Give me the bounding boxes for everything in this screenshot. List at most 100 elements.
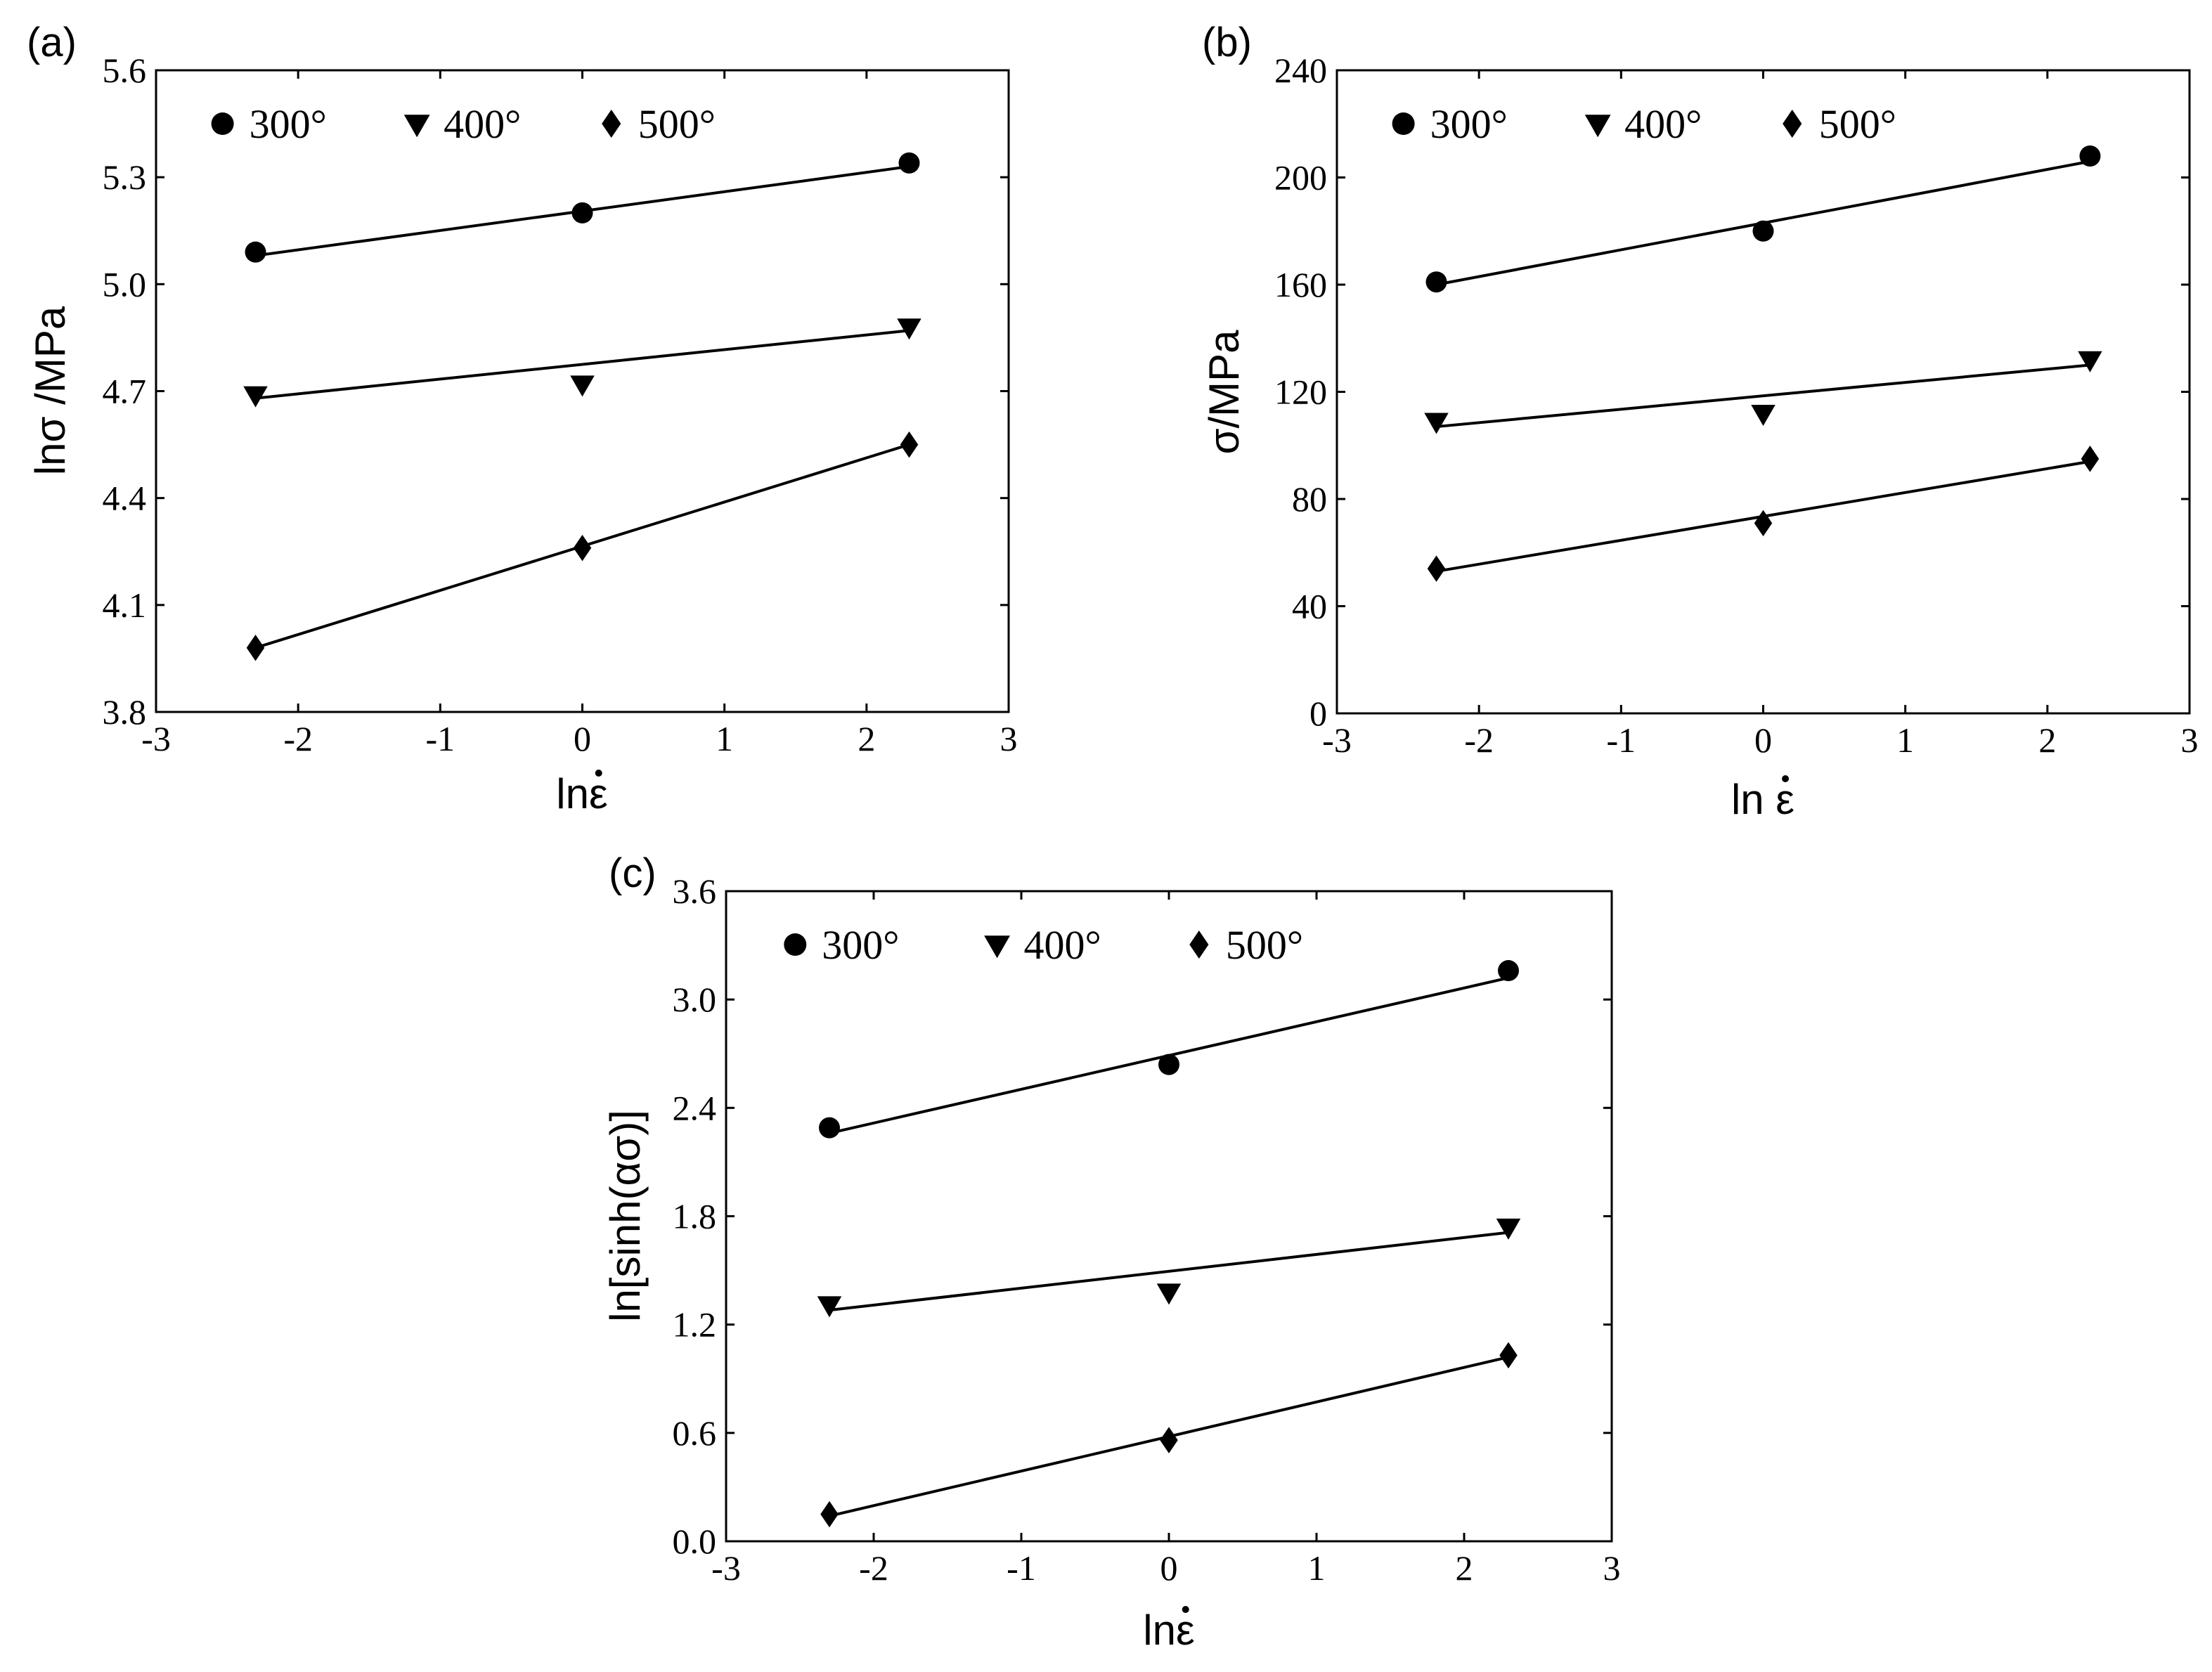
data-points bbox=[243, 152, 921, 661]
x-tick-label: 1 bbox=[1896, 720, 1914, 760]
y-tick-label: 3.0 bbox=[673, 980, 717, 1019]
y-tick-label: 3.8 bbox=[103, 692, 147, 732]
data-point bbox=[1752, 220, 1774, 242]
y-axis-label: lnσ /MPa bbox=[27, 306, 74, 475]
y-tick-label: 0.0 bbox=[673, 1522, 717, 1561]
x-axis-label: lnε bbox=[1143, 1607, 1194, 1654]
x-tick-label: 2 bbox=[1456, 1548, 1473, 1588]
data-point bbox=[898, 152, 920, 174]
data-point bbox=[1427, 555, 1446, 582]
data-points bbox=[817, 960, 1521, 1528]
x-tick-label: 1 bbox=[1308, 1548, 1326, 1588]
data-point bbox=[1499, 1342, 1518, 1369]
y-tick-label: 40 bbox=[1292, 587, 1327, 626]
x-tick-label: -1 bbox=[1607, 720, 1636, 760]
x-tick-label: 2 bbox=[858, 719, 875, 758]
legend-marker bbox=[1783, 110, 1802, 138]
y-tick-label: 200 bbox=[1274, 158, 1327, 197]
y-tick-label: 1.2 bbox=[673, 1305, 717, 1344]
x-tick-label: -1 bbox=[426, 719, 455, 758]
x-axis-label: ln ε bbox=[1731, 776, 1794, 823]
data-point bbox=[1496, 1218, 1521, 1240]
y-tick-label: 5.0 bbox=[103, 264, 147, 304]
data-point bbox=[571, 202, 593, 223]
data-point bbox=[245, 241, 266, 263]
data-point bbox=[1754, 510, 1773, 537]
legend: 300° 400° 500° bbox=[784, 922, 1303, 968]
legend-entry: 500° bbox=[1226, 922, 1303, 968]
epsilon-dot bbox=[595, 770, 602, 777]
epsilon-dot bbox=[1182, 1606, 1189, 1613]
legend-entry: 300° bbox=[822, 922, 899, 968]
y-axis-label: σ/MPa bbox=[1201, 330, 1248, 455]
x-tick-label: 2 bbox=[2038, 720, 2056, 760]
legend-marker bbox=[1392, 112, 1415, 135]
legend-marker bbox=[403, 115, 430, 138]
data-point bbox=[817, 1296, 842, 1318]
data-point bbox=[2079, 145, 2101, 167]
x-tick-label: 0 bbox=[1754, 720, 1772, 760]
tick-group: -3 -2 -1 0 1 2 3 0 40 80 120 160 200 240 bbox=[1274, 51, 2199, 760]
data-point bbox=[1424, 413, 1449, 434]
x-tick-label: -2 bbox=[859, 1548, 888, 1588]
legend-entry: 500° bbox=[1819, 101, 1896, 147]
chart-panel-c: (c) -3 -2 -1 0 1 2 3 0.0 0.6 1.2 1.8 2.4 3.0 3.6 300°… bbox=[602, 850, 1621, 1654]
y-tick-label: 2.4 bbox=[673, 1088, 717, 1127]
panel-label: (a) bbox=[27, 20, 77, 65]
x-tick-label: 3 bbox=[1000, 719, 1018, 758]
y-tick-label: 120 bbox=[1274, 372, 1327, 412]
data-point bbox=[2081, 446, 2100, 472]
data-point bbox=[573, 534, 592, 562]
y-tick-label: 0.6 bbox=[673, 1413, 717, 1453]
legend-marker bbox=[1189, 931, 1209, 959]
legend-marker bbox=[784, 933, 807, 956]
data-point bbox=[1158, 1054, 1179, 1075]
y-tick-label: 3.6 bbox=[673, 871, 717, 911]
data-point bbox=[897, 318, 921, 340]
y-tick-label: 160 bbox=[1274, 265, 1327, 304]
legend-entry: 500° bbox=[638, 101, 716, 147]
y-tick-label: 4.1 bbox=[103, 585, 147, 625]
x-axis-label: lnε bbox=[556, 770, 607, 817]
data-point bbox=[1751, 405, 1776, 426]
y-tick-label: 4.7 bbox=[103, 372, 147, 411]
fit-line bbox=[829, 1231, 1509, 1312]
tick-group: -3 -2 -1 0 1 2 3 3.8 4.1 4.4 4.7 5.0 5.3 5.6 bbox=[103, 51, 1018, 758]
x-tick-label: 0 bbox=[1160, 1548, 1178, 1588]
legend-entry: 400° bbox=[444, 101, 521, 147]
data-point bbox=[819, 1117, 840, 1139]
legend-entry: 400° bbox=[1624, 101, 1702, 147]
fit-line bbox=[1436, 363, 2090, 429]
x-tick-label: 1 bbox=[716, 719, 733, 758]
legend-marker bbox=[984, 935, 1010, 959]
x-tick-label: -2 bbox=[1464, 720, 1494, 760]
data-points bbox=[1424, 145, 2102, 582]
y-tick-label: 80 bbox=[1292, 479, 1327, 519]
y-tick-label: 0 bbox=[1309, 694, 1327, 733]
legend-marker bbox=[602, 110, 621, 138]
panel-label: (c) bbox=[609, 850, 657, 896]
y-tick-label: 5.6 bbox=[103, 51, 147, 90]
tick-group: -3 -2 -1 0 1 2 3 0.0 0.6 1.2 1.8 2.4 3.0 3.6 bbox=[673, 871, 1621, 1588]
data-point bbox=[243, 386, 268, 408]
x-tick-label: -3 bbox=[711, 1548, 741, 1588]
data-point bbox=[1498, 960, 1519, 982]
chart-panel-a: (a) -3 -2 -1 0 1 2 3 3.8 4.1 4.4 4.7 5.0 5.3 5.6 300°… bbox=[27, 20, 1018, 817]
x-tick-label: 3 bbox=[1603, 1548, 1621, 1588]
y-tick-label: 1.8 bbox=[673, 1197, 717, 1236]
legend-entry: 300° bbox=[1430, 101, 1508, 147]
chart-panel-b: (b) -3 -2 -1 0 1 2 3 0 40 80 120 160 200 240 300° 400°… bbox=[1201, 20, 2199, 823]
x-tick-label: 0 bbox=[574, 719, 591, 758]
data-point bbox=[246, 634, 265, 661]
data-point bbox=[2078, 351, 2102, 372]
legend-entry: 400° bbox=[1024, 922, 1101, 968]
y-axis-label: ln[sinh(ασ)] bbox=[602, 1110, 649, 1322]
data-point bbox=[820, 1501, 839, 1528]
legend-marker bbox=[211, 112, 234, 135]
legend: 300° 400° 500° bbox=[1392, 101, 1896, 147]
x-tick-label: -3 bbox=[141, 719, 171, 758]
epsilon-dot bbox=[1782, 775, 1790, 782]
data-point bbox=[570, 375, 595, 397]
data-point bbox=[1156, 1283, 1182, 1305]
